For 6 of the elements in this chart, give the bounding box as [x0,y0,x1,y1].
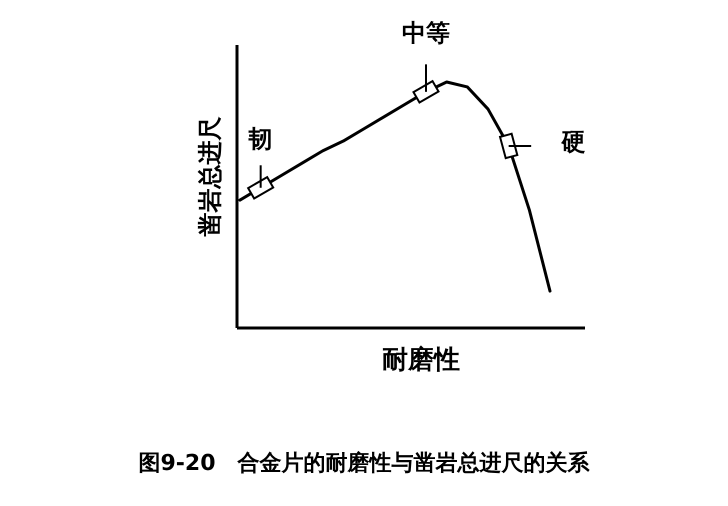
y-axis-title: 凿岩总进尺 [196,116,224,238]
annotation: 韧 [248,124,273,153]
x-axis-title: 耐磨性 [382,345,460,375]
text: 图9-20 合金片的耐磨性与凿岩总进尺的关系 [138,450,591,476]
text: 中等 [402,18,450,47]
text: 硬 [560,128,586,156]
